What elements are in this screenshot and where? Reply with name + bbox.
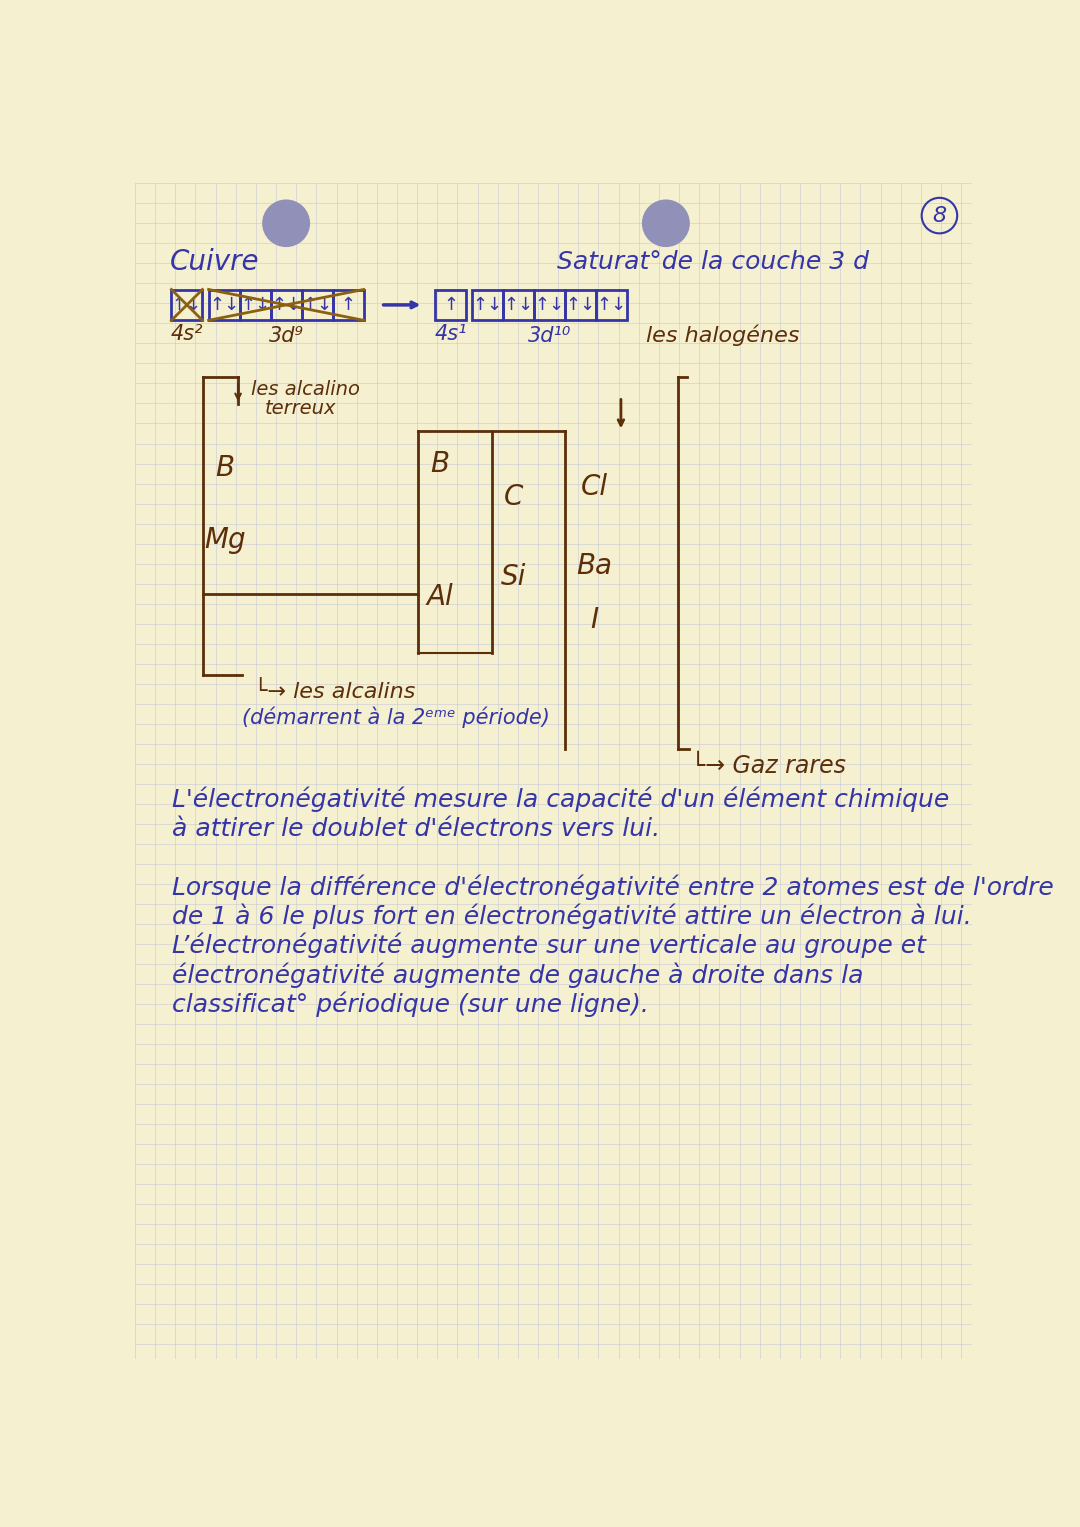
Text: Lorsque la différence d'électronégativité entre 2 atomes est de l'ordre: Lorsque la différence d'électronégativit… bbox=[172, 875, 1054, 899]
Circle shape bbox=[262, 200, 309, 246]
Text: 8: 8 bbox=[932, 206, 946, 226]
Bar bbox=[435, 290, 465, 321]
Text: terreux: terreux bbox=[265, 399, 336, 417]
Bar bbox=[503, 290, 535, 321]
Text: les halogénes: les halogénes bbox=[647, 325, 800, 347]
Text: L'électronégativité mesure la capacité d'un élément chimique: L'électronégativité mesure la capacité d… bbox=[172, 786, 949, 812]
Text: ↑↓: ↑↓ bbox=[473, 296, 503, 315]
Circle shape bbox=[643, 200, 689, 246]
Text: 4s¹: 4s¹ bbox=[434, 324, 467, 344]
Text: ↑↓: ↑↓ bbox=[566, 296, 596, 315]
Text: 3d⁹: 3d⁹ bbox=[269, 325, 303, 345]
Text: ↑↓: ↑↓ bbox=[240, 296, 270, 315]
Text: Ba: Ba bbox=[577, 551, 612, 580]
Bar bbox=[535, 290, 565, 321]
Bar bbox=[240, 290, 271, 321]
Bar bbox=[301, 290, 333, 321]
Text: Mg: Mg bbox=[204, 525, 246, 554]
Text: classificat° périodique (sur une ligne).: classificat° périodique (sur une ligne). bbox=[172, 991, 649, 1017]
Text: Cuivre: Cuivre bbox=[170, 247, 259, 276]
Text: (démarrent à la 2ᵉᵐᵉ période): (démarrent à la 2ᵉᵐᵉ période) bbox=[242, 705, 550, 727]
Text: ↑↓: ↑↓ bbox=[210, 296, 240, 315]
Text: ↑↓: ↑↓ bbox=[271, 296, 301, 315]
Text: └→ les alcalins: └→ les alcalins bbox=[254, 681, 415, 702]
Text: B: B bbox=[430, 449, 449, 478]
Text: Cl: Cl bbox=[581, 473, 608, 501]
Text: ↑↓: ↑↓ bbox=[302, 296, 333, 315]
Bar bbox=[333, 290, 364, 321]
Text: Al: Al bbox=[427, 583, 453, 611]
Text: ↑: ↑ bbox=[443, 296, 458, 315]
Text: électronégativité augmente de gauche à droite dans la: électronégativité augmente de gauche à d… bbox=[172, 962, 864, 988]
Bar bbox=[172, 290, 202, 321]
Bar bbox=[596, 290, 627, 321]
Text: ↑↓: ↑↓ bbox=[172, 296, 202, 315]
Text: à attirer le doublet d'électrons vers lui.: à attirer le doublet d'électrons vers lu… bbox=[172, 817, 660, 840]
Bar bbox=[271, 290, 301, 321]
Text: de 1 à 6 le plus fort en électronégativité attire un électron à lui.: de 1 à 6 le plus fort en électronégativi… bbox=[172, 904, 972, 928]
Text: C: C bbox=[503, 483, 523, 510]
Text: └→ Gaz rares: └→ Gaz rares bbox=[691, 754, 847, 779]
Text: les alcalino: les alcalino bbox=[252, 380, 360, 399]
Text: I: I bbox=[591, 606, 598, 634]
Bar bbox=[472, 290, 503, 321]
Text: B: B bbox=[215, 454, 234, 483]
Text: Saturat°de la couche 3 d: Saturat°de la couche 3 d bbox=[557, 250, 869, 273]
Text: L’électronégativité augmente sur une verticale au groupe et: L’électronégativité augmente sur une ver… bbox=[172, 933, 926, 959]
Text: ↑↓: ↑↓ bbox=[503, 296, 534, 315]
Text: Si: Si bbox=[500, 563, 526, 591]
Bar bbox=[208, 290, 240, 321]
Text: ↑↓: ↑↓ bbox=[535, 296, 565, 315]
Text: ↑: ↑ bbox=[340, 296, 355, 315]
Bar bbox=[565, 290, 596, 321]
Text: 3d¹⁰: 3d¹⁰ bbox=[528, 325, 571, 345]
Text: ↑↓: ↑↓ bbox=[596, 296, 626, 315]
Text: 4s²: 4s² bbox=[171, 324, 203, 344]
